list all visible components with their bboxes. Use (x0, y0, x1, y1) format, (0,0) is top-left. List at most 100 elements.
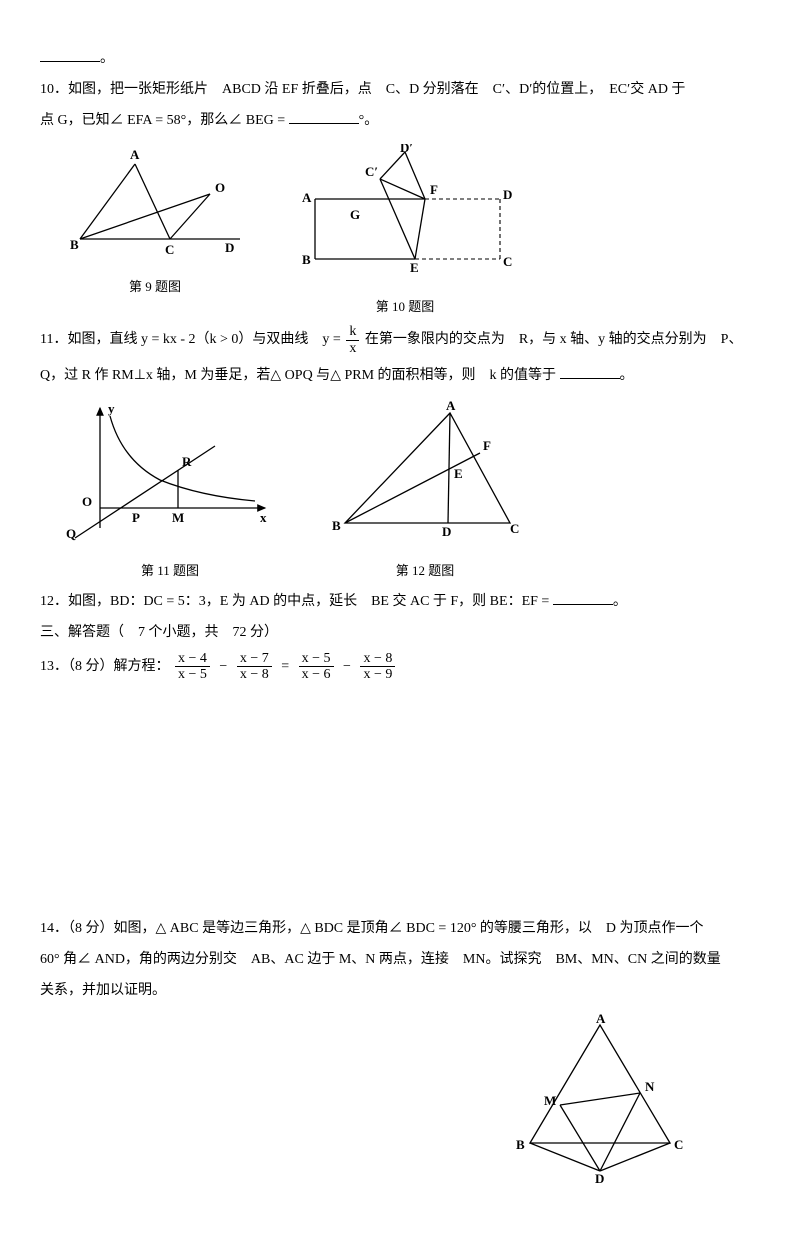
fig11-svg: O P M Q R x y (60, 398, 280, 548)
fig14-svg: A B C D M N (500, 1013, 700, 1183)
q14-line3: 关系，并加以证明。 (40, 978, 760, 1003)
fig11-P: P (132, 510, 140, 525)
fig12-svg: A B C D E F (320, 398, 530, 548)
q13-frac1: x − 4x − 5 (175, 651, 210, 683)
fig11-Q: Q (66, 526, 76, 541)
q13: 13．（8 分）解方程： x − 4x − 5 − x − 7x − 8 = x… (40, 651, 760, 683)
q12-t2: 。 (613, 594, 627, 609)
q13-f3d: x − 6 (299, 667, 334, 682)
q13-f2n: x − 7 (237, 651, 272, 667)
q13-f4d: x − 9 (360, 667, 395, 682)
q10-line2: 点 G，已知∠ EFA = 58°，那么∠ BEG = °。 (40, 108, 760, 133)
fig10-D: D (503, 187, 512, 202)
fig10-B: B (302, 252, 311, 267)
q11-line1: 11．如图，直线 y = kx - 2（k > 0）与双曲线 y = kx 在第… (40, 324, 760, 356)
q13-f2d: x − 8 (237, 667, 272, 682)
q11-line2: Q，过 R 作 RM⊥x 轴，M 为垂足，若△ OPQ 与△ PRM 的面积相等… (40, 362, 760, 388)
exam-page: 。 10．如图，把一张矩形纸片 ABCD 沿 EF 折叠后，点 C、D 分别落在… (0, 0, 800, 1233)
q10-line2b: °。 (359, 113, 379, 128)
fig9-caption: 第 9 题图 (60, 275, 250, 298)
fig12: A B C D E F 第 12 题图 (320, 398, 530, 583)
fig12-caption: 第 12 题图 (320, 559, 530, 582)
fig14-C: C (674, 1137, 683, 1152)
fig9-D: D (225, 240, 234, 255)
q9-tail: 。 (40, 46, 760, 71)
q10-blank (289, 109, 359, 124)
fig12-E: E (454, 466, 463, 481)
q14-tc: BDC 是顶角∠ BDC = 120° 的等腰三角形，以 D 为顶点作一个 (311, 921, 704, 936)
q11-frac-den: x (346, 341, 359, 356)
fig12-D: D (442, 524, 451, 539)
q11-tri2: △ (330, 366, 341, 382)
q11-t4: OPQ 与 (285, 368, 331, 383)
q12-t1: 12．如图，BD：DC = 5：3，E 为 AD 的中点，延长 BE 交 AC … (40, 594, 553, 609)
fig10-C: C (503, 254, 512, 269)
q13-frac2: x − 7x − 8 (237, 651, 272, 683)
fig12-A: A (446, 398, 456, 413)
fig11: O P M Q R x y 第 11 题图 (60, 398, 280, 583)
q13-eq: = (281, 659, 289, 674)
fig10-A: A (302, 190, 312, 205)
fig-row-9-10: A B C D O 第 9 题图 (60, 144, 760, 319)
q11-t6: 。 (620, 368, 634, 383)
q13-t1: 13．（8 分）解方程： (40, 659, 170, 674)
q14-tri1: △ (156, 919, 167, 935)
q11-t1: 11．如图，直线 y = kx - 2（k > 0）与双曲线 y = (40, 332, 344, 347)
q11-t5: PRM 的面积相等，则 k 的值等于 (344, 368, 559, 383)
q13-op2: − (343, 659, 351, 674)
fig11-M: M (172, 510, 184, 525)
q14-line2: 60° 角∠ AND，角的两边分别交 AB、AC 边于 M、N 两点，连接 MN… (40, 947, 760, 972)
fig9: A B C D O 第 9 题图 (60, 144, 250, 319)
fig11-y: y (108, 401, 115, 416)
q11-t2: 在第一象限内的交点为 R，与 x 轴、y 轴的交点分别为 P、 (361, 332, 742, 347)
fig11-caption: 第 11 题图 (60, 559, 280, 582)
fig9-C: C (165, 242, 174, 257)
fig10-F: F (430, 182, 438, 197)
fig11-R: R (182, 454, 192, 469)
fig14-D: D (595, 1171, 604, 1183)
fig14-M: M (544, 1093, 556, 1108)
fig10-G: G (350, 207, 360, 222)
fig11-O: O (82, 494, 92, 509)
fig9-A: A (130, 147, 140, 162)
q13-f1d: x − 5 (175, 667, 210, 682)
fig10-caption: 第 10 题图 (290, 295, 520, 318)
q14-tri2: △ (300, 919, 311, 935)
q13-f4n: x − 8 (360, 651, 395, 667)
fig12-B: B (332, 518, 341, 533)
q13-frac3: x − 5x − 6 (299, 651, 334, 683)
fig14-N: N (645, 1079, 655, 1094)
fig9-O: O (215, 180, 225, 195)
fig10-Cp: C′ (365, 164, 378, 179)
q13-f3n: x − 5 (299, 651, 334, 667)
q11-t3: Q，过 R 作 RM⊥x 轴，M 为垂足，若 (40, 368, 270, 383)
q14-line1: 14．（8 分）如图，△ ABC 是等边三角形，△ BDC 是顶角∠ BDC =… (40, 915, 760, 941)
q11-frac: kx (346, 324, 359, 356)
fig12-F: F (483, 438, 491, 453)
fig12-C: C (510, 521, 519, 536)
q9-tail-suffix: 。 (100, 51, 114, 66)
q10-line2a: 点 G，已知∠ EFA = 58°，那么∠ BEG = (40, 113, 289, 128)
q12-blank (553, 590, 613, 605)
q13-workspace (40, 689, 760, 909)
q11-tri1: △ (270, 366, 281, 382)
q12-line: 12．如图，BD：DC = 5：3，E 为 AD 的中点，延长 BE 交 AC … (40, 589, 760, 614)
fig10: A B C D E F G C′ D′ 第 10 题图 (290, 144, 520, 319)
fig9-B: B (70, 237, 79, 252)
fig-row-11-12: O P M Q R x y 第 11 题图 A (60, 398, 760, 583)
fig9-svg: A B C D O (60, 144, 250, 264)
fig14-A: A (596, 1013, 606, 1026)
fig14-B: B (516, 1137, 525, 1152)
q11-blank (560, 364, 620, 379)
q11-frac-num: k (346, 324, 359, 340)
fig10-E: E (410, 260, 419, 275)
section3: 三、解答题（ 7 个小题，共 72 分） (40, 620, 760, 645)
q14-ta: 14．（8 分）如图， (40, 921, 156, 936)
fig14-wrap: A B C D M N (40, 1013, 700, 1192)
q14-tb: ABC 是等边三角形， (166, 921, 300, 936)
fig11-x: x (260, 510, 267, 525)
fig10-Dp: D′ (400, 144, 413, 155)
q13-op1: − (219, 659, 227, 674)
q13-f1n: x − 4 (175, 651, 210, 667)
q13-frac4: x − 8x − 9 (360, 651, 395, 683)
